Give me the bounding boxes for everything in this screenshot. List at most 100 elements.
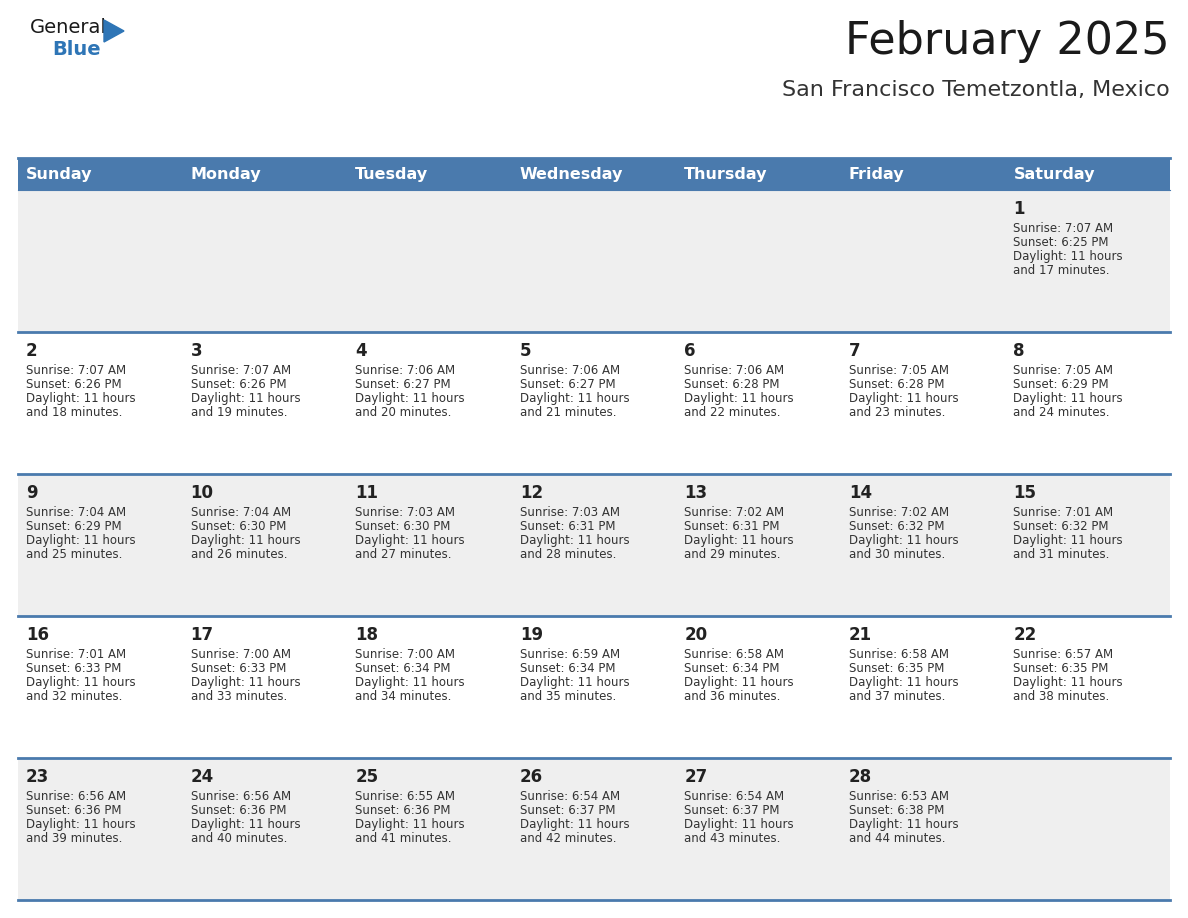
Text: Sunrise: 7:06 AM: Sunrise: 7:06 AM <box>684 364 784 377</box>
Text: and 25 minutes.: and 25 minutes. <box>26 548 122 561</box>
Text: Sunrise: 7:06 AM: Sunrise: 7:06 AM <box>519 364 620 377</box>
Text: Sunrise: 6:59 AM: Sunrise: 6:59 AM <box>519 648 620 661</box>
Text: Sunrise: 6:57 AM: Sunrise: 6:57 AM <box>1013 648 1113 661</box>
Text: Daylight: 11 hours: Daylight: 11 hours <box>190 392 301 405</box>
Text: Sunrise: 7:06 AM: Sunrise: 7:06 AM <box>355 364 455 377</box>
Text: 13: 13 <box>684 484 707 502</box>
Text: Daylight: 11 hours: Daylight: 11 hours <box>355 818 465 831</box>
Text: Daylight: 11 hours: Daylight: 11 hours <box>26 818 135 831</box>
Text: Sunrise: 7:01 AM: Sunrise: 7:01 AM <box>1013 506 1113 519</box>
Text: 14: 14 <box>849 484 872 502</box>
Text: Sunset: 6:36 PM: Sunset: 6:36 PM <box>190 804 286 817</box>
Text: 4: 4 <box>355 342 367 360</box>
Text: 18: 18 <box>355 626 378 644</box>
Text: Sunrise: 7:03 AM: Sunrise: 7:03 AM <box>355 506 455 519</box>
Text: 6: 6 <box>684 342 696 360</box>
Text: Sunrise: 7:07 AM: Sunrise: 7:07 AM <box>190 364 291 377</box>
Bar <box>18 474 1170 616</box>
Bar <box>18 332 1170 474</box>
Text: Sunset: 6:31 PM: Sunset: 6:31 PM <box>519 520 615 533</box>
Text: Sunrise: 7:05 AM: Sunrise: 7:05 AM <box>849 364 949 377</box>
Text: and 36 minutes.: and 36 minutes. <box>684 690 781 703</box>
Text: Daylight: 11 hours: Daylight: 11 hours <box>519 818 630 831</box>
Text: 5: 5 <box>519 342 531 360</box>
Text: Saturday: Saturday <box>1013 166 1095 182</box>
Text: Sunrise: 7:05 AM: Sunrise: 7:05 AM <box>1013 364 1113 377</box>
Text: 11: 11 <box>355 484 378 502</box>
Text: Sunset: 6:35 PM: Sunset: 6:35 PM <box>849 662 944 675</box>
Text: 16: 16 <box>26 626 49 644</box>
Text: Sunset: 6:33 PM: Sunset: 6:33 PM <box>26 662 121 675</box>
Text: and 23 minutes.: and 23 minutes. <box>849 406 946 419</box>
Text: 20: 20 <box>684 626 707 644</box>
Text: Daylight: 11 hours: Daylight: 11 hours <box>1013 250 1123 263</box>
Text: Sunset: 6:32 PM: Sunset: 6:32 PM <box>849 520 944 533</box>
Text: Sunrise: 7:01 AM: Sunrise: 7:01 AM <box>26 648 126 661</box>
Text: Sunset: 6:36 PM: Sunset: 6:36 PM <box>355 804 450 817</box>
Text: Daylight: 11 hours: Daylight: 11 hours <box>26 534 135 547</box>
Text: and 21 minutes.: and 21 minutes. <box>519 406 617 419</box>
Text: and 18 minutes.: and 18 minutes. <box>26 406 122 419</box>
Text: Sunrise: 7:02 AM: Sunrise: 7:02 AM <box>684 506 784 519</box>
Text: 9: 9 <box>26 484 38 502</box>
Text: Sunrise: 6:55 AM: Sunrise: 6:55 AM <box>355 790 455 803</box>
Text: Wednesday: Wednesday <box>519 166 623 182</box>
Text: and 42 minutes.: and 42 minutes. <box>519 832 617 845</box>
Text: 3: 3 <box>190 342 202 360</box>
Text: Sunset: 6:26 PM: Sunset: 6:26 PM <box>26 378 121 391</box>
Text: Daylight: 11 hours: Daylight: 11 hours <box>190 534 301 547</box>
Text: 19: 19 <box>519 626 543 644</box>
Text: Daylight: 11 hours: Daylight: 11 hours <box>26 676 135 689</box>
Text: and 38 minutes.: and 38 minutes. <box>1013 690 1110 703</box>
Text: and 33 minutes.: and 33 minutes. <box>190 690 286 703</box>
Text: Sunset: 6:36 PM: Sunset: 6:36 PM <box>26 804 121 817</box>
Text: Daylight: 11 hours: Daylight: 11 hours <box>684 534 794 547</box>
Text: Sunrise: 7:00 AM: Sunrise: 7:00 AM <box>355 648 455 661</box>
Text: Sunrise: 7:02 AM: Sunrise: 7:02 AM <box>849 506 949 519</box>
Text: Sunset: 6:27 PM: Sunset: 6:27 PM <box>355 378 450 391</box>
Text: Sunrise: 6:58 AM: Sunrise: 6:58 AM <box>684 648 784 661</box>
Text: Thursday: Thursday <box>684 166 767 182</box>
Text: 28: 28 <box>849 768 872 786</box>
Text: Sunset: 6:29 PM: Sunset: 6:29 PM <box>26 520 121 533</box>
Text: Sunrise: 6:56 AM: Sunrise: 6:56 AM <box>26 790 126 803</box>
Text: General: General <box>30 18 107 37</box>
Text: Daylight: 11 hours: Daylight: 11 hours <box>849 392 959 405</box>
Text: Daylight: 11 hours: Daylight: 11 hours <box>849 534 959 547</box>
Text: and 26 minutes.: and 26 minutes. <box>190 548 287 561</box>
Text: February 2025: February 2025 <box>846 20 1170 63</box>
Text: Sunset: 6:35 PM: Sunset: 6:35 PM <box>1013 662 1108 675</box>
Text: and 39 minutes.: and 39 minutes. <box>26 832 122 845</box>
Text: Daylight: 11 hours: Daylight: 11 hours <box>519 392 630 405</box>
Text: and 34 minutes.: and 34 minutes. <box>355 690 451 703</box>
Text: and 28 minutes.: and 28 minutes. <box>519 548 617 561</box>
Text: Daylight: 11 hours: Daylight: 11 hours <box>519 534 630 547</box>
Text: 8: 8 <box>1013 342 1025 360</box>
Text: Sunset: 6:34 PM: Sunset: 6:34 PM <box>355 662 450 675</box>
Text: Daylight: 11 hours: Daylight: 11 hours <box>26 392 135 405</box>
Text: Sunset: 6:28 PM: Sunset: 6:28 PM <box>684 378 779 391</box>
Text: Sunset: 6:27 PM: Sunset: 6:27 PM <box>519 378 615 391</box>
Text: and 30 minutes.: and 30 minutes. <box>849 548 946 561</box>
Text: Sunset: 6:26 PM: Sunset: 6:26 PM <box>190 378 286 391</box>
Text: 7: 7 <box>849 342 860 360</box>
Text: 26: 26 <box>519 768 543 786</box>
Text: Sunrise: 6:54 AM: Sunrise: 6:54 AM <box>519 790 620 803</box>
Text: Daylight: 11 hours: Daylight: 11 hours <box>190 818 301 831</box>
Text: Sunrise: 7:04 AM: Sunrise: 7:04 AM <box>190 506 291 519</box>
Text: Daylight: 11 hours: Daylight: 11 hours <box>1013 676 1123 689</box>
Text: Sunset: 6:30 PM: Sunset: 6:30 PM <box>190 520 286 533</box>
Text: and 37 minutes.: and 37 minutes. <box>849 690 946 703</box>
Text: and 29 minutes.: and 29 minutes. <box>684 548 781 561</box>
Text: 15: 15 <box>1013 484 1036 502</box>
Text: Sunrise: 7:07 AM: Sunrise: 7:07 AM <box>1013 222 1113 235</box>
Text: Sunset: 6:31 PM: Sunset: 6:31 PM <box>684 520 779 533</box>
Text: and 41 minutes.: and 41 minutes. <box>355 832 451 845</box>
Text: 22: 22 <box>1013 626 1037 644</box>
Text: and 43 minutes.: and 43 minutes. <box>684 832 781 845</box>
Text: 27: 27 <box>684 768 708 786</box>
Text: 23: 23 <box>26 768 49 786</box>
Text: Daylight: 11 hours: Daylight: 11 hours <box>684 818 794 831</box>
Bar <box>18 758 1170 900</box>
Text: and 24 minutes.: and 24 minutes. <box>1013 406 1110 419</box>
